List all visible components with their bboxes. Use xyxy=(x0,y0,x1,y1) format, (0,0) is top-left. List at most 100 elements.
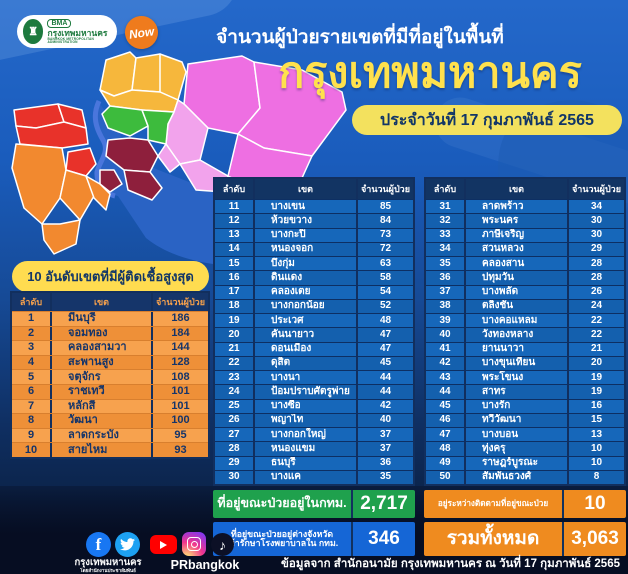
count-cell: 45 xyxy=(356,356,413,370)
social-left-title: กรุงเทพมหานคร xyxy=(74,557,142,568)
district-cell: บึงกุ่ม xyxy=(253,257,356,271)
social-left-subtitle: โดยสำนักงานประชาสัมพันธ์ xyxy=(80,568,136,574)
ranks-11-30-table: ลำดับ เขต จำนวนผู้ป่วย 11 บางเขน 85 12 ห้วยข… xyxy=(213,177,415,486)
instagram-icon[interactable] xyxy=(182,532,206,556)
district-cell: ทุ่งครุ xyxy=(464,442,567,456)
rank-cell: 29 xyxy=(228,457,240,469)
rank-cell: 16 xyxy=(228,271,240,283)
table-row: 38 ตลิ่งชัน 24 xyxy=(426,298,624,313)
count-cell: 35 xyxy=(356,470,413,484)
district-cell: ราชเทวี xyxy=(50,384,151,399)
count-cell: 72 xyxy=(356,242,413,256)
district-cell: ดินแดง xyxy=(253,271,356,285)
rank-cell: 15 xyxy=(228,257,240,269)
header-count: จำนวนผู้ป่วย xyxy=(356,179,413,199)
facebook-icon[interactable]: f xyxy=(86,532,111,557)
table-row: 36 ปทุมวัน 28 xyxy=(426,270,624,285)
count-cell: 100 xyxy=(151,414,208,428)
rank-cell: 28 xyxy=(228,442,240,454)
rank-cell: 27 xyxy=(228,428,240,440)
table-row: 45 บางรัก 16 xyxy=(426,398,624,413)
table-row: 47 บางบอน 13 xyxy=(426,427,624,442)
header-district: เขต xyxy=(253,179,356,199)
rank-cell: 37 xyxy=(439,286,451,298)
district-cell: ปทุมวัน xyxy=(464,271,567,285)
district-cell: ยานนาวา xyxy=(464,342,567,356)
table-header-row: ลำดับ เขต จำนวนผู้ป่วย xyxy=(12,293,208,311)
rank-cell: 41 xyxy=(439,343,451,355)
table-row: 7 หลักสี่ 101 xyxy=(12,398,208,414)
table-row: 20 คันนายาว 47 xyxy=(215,327,413,342)
count-cell: 37 xyxy=(356,428,413,442)
bma-seal-icon: ♜ xyxy=(23,19,44,44)
table-row: 41 ยานนาวา 21 xyxy=(426,341,624,356)
rank-cell: 22 xyxy=(228,357,240,369)
rank-cell: 35 xyxy=(439,257,451,269)
district-cell: บางกะปิ xyxy=(253,228,356,242)
district-cell: บางเขน xyxy=(253,200,356,214)
rank-cell: 19 xyxy=(228,314,240,326)
table-row: 9 ลาดกระบัง 95 xyxy=(12,427,208,443)
summary-value: 10 xyxy=(584,493,606,514)
twitter-icon[interactable] xyxy=(115,532,140,557)
count-cell: 58 xyxy=(356,271,413,285)
table-row: 40 วังทองหลาง 22 xyxy=(426,327,624,342)
header-district: เขต xyxy=(50,293,151,311)
table-row: 15 บึงกุ่ม 63 xyxy=(215,256,413,271)
district-cell: วัฒนา xyxy=(50,414,151,428)
summary-value: 346 xyxy=(368,528,400,549)
ranks-31-50-table: ลำดับ เขต จำนวนผู้ป่วย 31 ลาดพร้าว 34 32 พระ… xyxy=(424,177,626,486)
district-cell: บางซื่อ xyxy=(253,399,356,413)
count-cell: 30 xyxy=(567,228,624,242)
rank-cell: 30 xyxy=(228,471,240,483)
rank-cell: 46 xyxy=(439,414,451,426)
count-cell: 73 xyxy=(356,228,413,242)
count-cell: 84 xyxy=(356,214,413,228)
bma-logo: ♜ BMA กรุงเทพมหานคร BANGKOK METROPOLITAN… xyxy=(17,15,117,48)
count-cell: 20 xyxy=(567,356,624,370)
table-row: 46 ทวีวัฒนา 15 xyxy=(426,412,624,427)
district-cell: บางพลัด xyxy=(464,285,567,299)
count-cell: 8 xyxy=(567,470,624,484)
table-row: 4 สะพานสูง 128 xyxy=(12,354,208,370)
table-header-row: ลำดับ เขต จำนวนผู้ป่วย xyxy=(426,179,624,199)
table-row: 14 หนองจอก 72 xyxy=(215,241,413,256)
rank-cell: 34 xyxy=(439,243,451,255)
rank-cell: 49 xyxy=(439,457,451,469)
youtube-icon[interactable] xyxy=(150,535,177,554)
district-cell: คลองสามวา xyxy=(50,341,151,355)
table-row: 33 ภาษีเจริญ 30 xyxy=(426,227,624,242)
district-cell: ทวีวัฒนา xyxy=(464,413,567,427)
count-cell: 16 xyxy=(567,399,624,413)
page-title-line1: จำนวนผู้ป่วยรายเขตที่มีที่อยู่ในพื้นที่ xyxy=(216,27,504,48)
count-cell: 63 xyxy=(356,257,413,271)
count-cell: 10 xyxy=(567,456,624,470)
count-cell: 101 xyxy=(151,384,208,399)
count-cell: 54 xyxy=(356,285,413,299)
table-row: 30 บางแค 35 xyxy=(215,469,413,484)
tiktok-icon[interactable]: ♪ xyxy=(211,533,234,556)
top10-table: ลำดับ เขต จำนวนผู้ป่วย 1 มีนบุรี 186 2 จอมทอ… xyxy=(10,291,210,459)
table-row: 28 หนองแขม 37 xyxy=(215,441,413,456)
count-cell: 19 xyxy=(567,371,624,385)
rank-cell: 32 xyxy=(439,214,451,226)
district-cell: ดุสิต xyxy=(253,356,356,370)
bma-subtitle: BANGKOK METROPOLITAN ADMINISTRATION xyxy=(47,37,95,45)
count-cell: 95 xyxy=(151,428,208,443)
district-cell: พระโขนง xyxy=(464,371,567,385)
district-cell: ประเวศ xyxy=(253,314,356,328)
rank-cell: 45 xyxy=(439,400,451,412)
count-cell: 93 xyxy=(151,443,208,457)
table-row: 17 คลองเตย 54 xyxy=(215,284,413,299)
count-cell: 44 xyxy=(356,385,413,399)
table-row: 49 ราษฎร์บูรณะ 10 xyxy=(426,455,624,470)
rank-cell: 4 xyxy=(27,356,35,369)
table-header-row: ลำดับ เขต จำนวนผู้ป่วย xyxy=(215,179,413,199)
table-row: 18 บางกอกน้อย 52 xyxy=(215,298,413,313)
rank-cell: 10 xyxy=(24,443,38,456)
count-cell: 85 xyxy=(356,200,413,214)
summary-label-line2: เข้ารักษาโรงพยาบาลใน กทม. xyxy=(225,538,339,548)
count-cell: 21 xyxy=(567,342,624,356)
rank-cell: 39 xyxy=(439,314,451,326)
